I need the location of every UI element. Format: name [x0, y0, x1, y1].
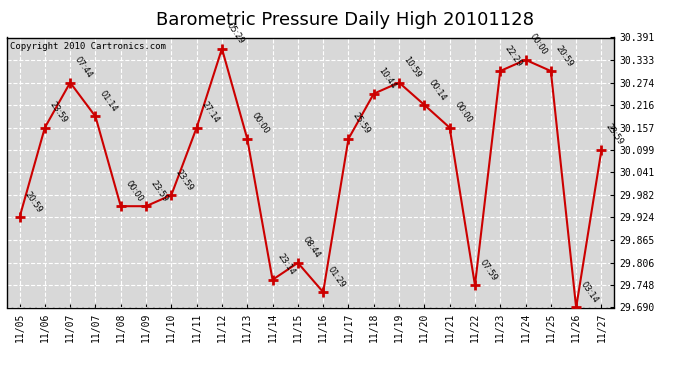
- Text: 00:14: 00:14: [427, 78, 448, 102]
- Text: 08:44: 08:44: [301, 236, 322, 260]
- Text: 23:59: 23:59: [48, 100, 69, 125]
- Text: 27:14: 27:14: [199, 100, 221, 125]
- Text: 22:29: 22:29: [503, 44, 524, 68]
- Text: 07:59: 07:59: [477, 258, 499, 282]
- Text: 07:44: 07:44: [73, 55, 94, 80]
- Text: Barometric Pressure Daily High 20101128: Barometric Pressure Daily High 20101128: [156, 11, 534, 29]
- Text: 00:00: 00:00: [124, 179, 144, 203]
- Text: 10:59: 10:59: [402, 55, 423, 80]
- Text: 00:00: 00:00: [250, 111, 271, 136]
- Text: 23:59: 23:59: [149, 179, 170, 203]
- Text: 00:00: 00:00: [453, 100, 473, 125]
- Text: 20:59: 20:59: [22, 190, 43, 214]
- Text: 03:14: 03:14: [579, 280, 600, 305]
- Text: 23:14: 23:14: [275, 252, 297, 277]
- Text: 23:59: 23:59: [174, 168, 195, 192]
- Text: Copyright 2010 Cartronics.com: Copyright 2010 Cartronics.com: [10, 42, 166, 51]
- Text: 20:59: 20:59: [553, 44, 575, 68]
- Text: 10:44: 10:44: [377, 66, 397, 91]
- Text: 25:59: 25:59: [351, 111, 372, 136]
- Text: 05:29: 05:29: [225, 21, 246, 46]
- Text: 23:59: 23:59: [604, 123, 625, 147]
- Text: 00:00: 00:00: [529, 33, 549, 57]
- Text: 01:14: 01:14: [98, 89, 119, 114]
- Text: 01:29: 01:29: [326, 265, 347, 290]
